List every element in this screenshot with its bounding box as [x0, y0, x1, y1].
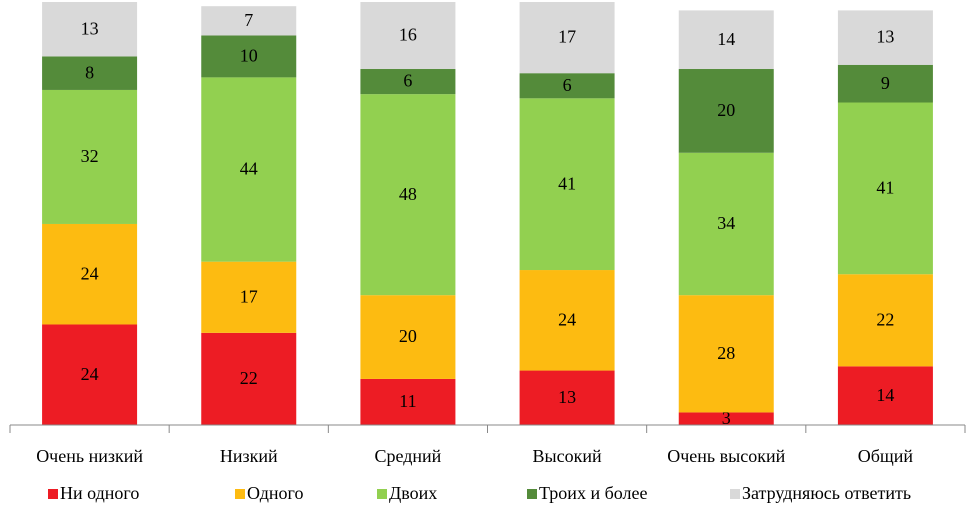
data-label: 24 [81, 364, 99, 384]
data-label: 24 [81, 263, 99, 283]
data-label: 3 [722, 408, 731, 428]
data-label: 6 [563, 75, 572, 95]
legend-swatch [377, 489, 387, 499]
legend-swatch [48, 489, 58, 499]
data-label: 32 [81, 146, 99, 166]
bar-segment [519, 98, 615, 271]
bar-segment [678, 412, 774, 425]
data-label: 20 [717, 100, 735, 120]
legend-swatch [235, 489, 245, 499]
bar-segment [519, 370, 615, 425]
legend-label: Ни одного [60, 483, 139, 503]
bar-segment [201, 77, 297, 262]
data-label: 7 [244, 10, 253, 30]
bar-segment [42, 89, 138, 224]
bar-segment [678, 10, 774, 70]
bar-segment [837, 274, 933, 367]
bar-segment [201, 6, 297, 36]
data-label: 41 [876, 177, 894, 197]
data-label: 20 [399, 326, 417, 346]
legend-swatch [730, 489, 740, 499]
bar-segment [519, 270, 615, 371]
data-label: 44 [240, 159, 258, 179]
data-label: 13 [81, 18, 99, 38]
data-label: 14 [876, 385, 894, 405]
bar-segment [519, 2, 615, 74]
bar-segment [42, 324, 138, 425]
bar-segment [360, 94, 456, 296]
bar-segment [42, 223, 138, 325]
data-label: 34 [717, 213, 735, 233]
legend-label: Одного [247, 483, 304, 503]
bar-segment [360, 295, 456, 379]
bar-segment [360, 378, 456, 425]
bar-segment [360, 2, 456, 70]
legend-label: Затрудняюсь ответить [742, 483, 911, 503]
data-label: 13 [876, 27, 894, 47]
bar-segment [837, 10, 933, 65]
bar-segment [678, 295, 774, 413]
data-label: 28 [717, 343, 735, 363]
bar-segment [519, 73, 615, 99]
data-label: 41 [558, 173, 576, 193]
legend-label: Двоих [389, 483, 437, 503]
x-tick-label: Очень низкий [36, 446, 143, 466]
data-label: 17 [240, 286, 258, 306]
legend-label: Троих и более [539, 483, 647, 503]
x-tick-label: Низкий [220, 446, 278, 466]
data-label: 17 [558, 27, 576, 47]
bar-segment [837, 366, 933, 425]
data-label: 9 [881, 73, 890, 93]
bar-segment [201, 332, 297, 425]
data-label: 48 [399, 184, 417, 204]
data-label: 16 [399, 25, 417, 45]
data-label: 24 [558, 309, 576, 329]
bar-segment [837, 102, 933, 275]
data-label: 10 [240, 46, 258, 66]
bar-segment [360, 69, 456, 95]
data-label: 11 [399, 391, 416, 411]
bar-segment [201, 35, 297, 78]
x-tick-label: Общий [858, 446, 914, 466]
bar-segment [201, 261, 297, 333]
data-label: 8 [85, 62, 94, 82]
x-tick-label: Средний [375, 446, 442, 466]
bar-segment [678, 69, 774, 153]
data-label: 13 [558, 387, 576, 407]
x-tick-label: Высокий [533, 446, 602, 466]
data-label: 14 [717, 29, 735, 49]
legend-swatch [527, 489, 537, 499]
data-label: 6 [403, 71, 412, 91]
bar-segment [42, 2, 138, 57]
bar-segment [837, 64, 933, 103]
data-label: 22 [240, 368, 258, 388]
bar-segment [42, 56, 138, 90]
bar-segment [678, 152, 774, 296]
data-label: 22 [876, 309, 894, 329]
x-tick-label: Очень высокий [667, 446, 785, 466]
